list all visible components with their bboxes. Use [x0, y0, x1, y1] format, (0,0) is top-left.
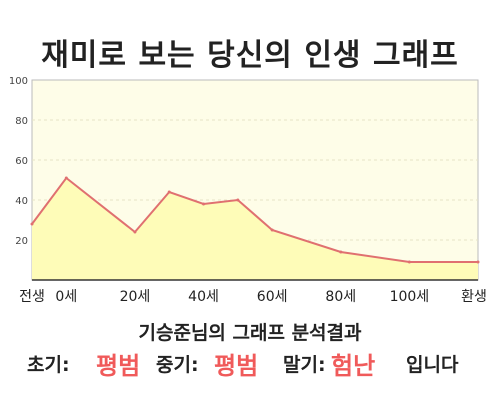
series-line: [31, 176, 478, 263]
x-tick-label: 0세: [55, 289, 77, 305]
ending-text: 입니다: [406, 354, 459, 376]
x-tick-label: 20세: [120, 289, 151, 305]
x-tick-label: 환생: [461, 289, 487, 305]
x-tick-label: 전생: [19, 289, 45, 305]
y-tick-label: 80: [15, 116, 28, 127]
y-tick-label: 100: [9, 76, 28, 87]
x-tick-label: 40세: [188, 289, 219, 305]
x-tick-label: 80세: [325, 289, 356, 305]
mid-value: 평범: [214, 352, 259, 380]
analysis-summary: 초기: 평범 중기: 평범 말기: 험난 입니다: [0, 348, 500, 380]
y-tick-label: 40: [15, 196, 28, 207]
data-point: [64, 176, 68, 180]
y-axis-ticks: 20 40 60 80 100: [9, 76, 28, 247]
late-label: 말기:: [283, 354, 326, 376]
early-value: 평범: [96, 352, 141, 380]
data-point: [339, 250, 343, 254]
data-point: [270, 228, 274, 232]
data-point: [236, 198, 240, 202]
mid-label: 중기:: [156, 354, 199, 376]
analysis-caption: 기승준님의 그래프 분석결과: [138, 322, 362, 344]
y-tick-label: 60: [15, 156, 28, 167]
y-tick-label: 20: [15, 236, 28, 247]
late-value: 험난: [331, 352, 376, 380]
data-point: [476, 260, 480, 264]
x-tick-label: 60세: [257, 289, 288, 305]
data-point: [133, 230, 137, 234]
data-point: [202, 202, 206, 206]
page-title: 재미로 보는 당신의 인생 그래프: [41, 38, 459, 73]
series-area: [32, 178, 478, 280]
series-points: [30, 176, 480, 264]
early-label: 초기:: [27, 354, 70, 376]
data-point: [407, 260, 411, 264]
x-tick-label: 100세: [390, 289, 430, 305]
data-point: [30, 222, 34, 226]
x-axis-ticks: 전생 0세 20세 40세 60세 80세 100세 환생: [19, 289, 487, 305]
data-point: [167, 190, 171, 194]
